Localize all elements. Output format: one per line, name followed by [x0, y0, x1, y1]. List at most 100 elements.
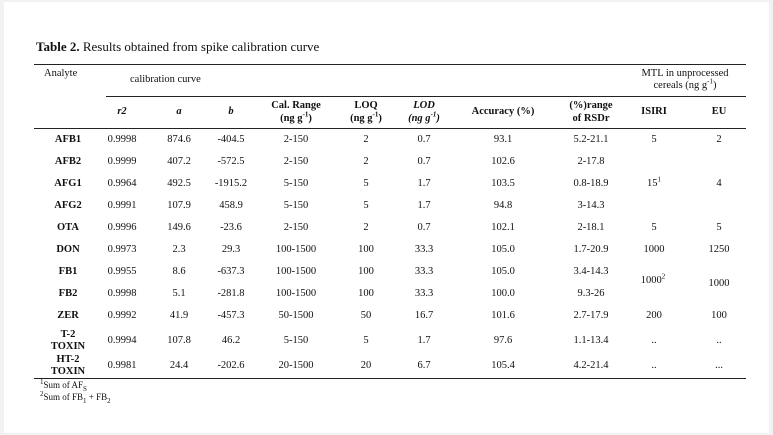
calibration-curve-header: calibration curve — [130, 74, 201, 85]
cell-isiri: 5 — [651, 222, 657, 233]
cell-rsd: 5.2-21.1 — [573, 134, 609, 145]
cell-lod: 33.3 — [414, 288, 434, 299]
col-eu: EU — [711, 106, 727, 117]
col-rsd-2: of RSDr — [572, 113, 610, 124]
cell-lod: 33.3 — [414, 266, 434, 277]
cell-b: -202.6 — [217, 360, 245, 371]
col-rsd-1: (%)range — [569, 100, 613, 111]
col-b: b — [228, 106, 234, 117]
cell-lod: 1.7 — [417, 200, 431, 211]
document-page: Table 2. Results obtained from spike cal… — [4, 2, 769, 433]
cell-isiri: 1000 — [643, 244, 665, 255]
cell-lod: 1.7 — [417, 178, 431, 189]
cell-loq: 5 — [363, 200, 369, 211]
cell-loq: 20 — [360, 360, 372, 371]
cell-cal: 2-150 — [283, 156, 309, 167]
cell-r2: 0.9998 — [107, 288, 137, 299]
cell-rsd: 1.1-13.4 — [573, 335, 609, 346]
mtl-header-line1: MTL in unprocessed — [641, 68, 729, 79]
cell-cal: 2-150 — [283, 134, 309, 145]
cell-lod: 0.7 — [417, 156, 431, 167]
analyte-cell: AFG1 — [54, 178, 82, 189]
cell-loq: 2 — [363, 156, 369, 167]
analyte-header: Analyte — [44, 68, 78, 79]
cell-rsd: 2-17.8 — [577, 156, 605, 167]
bottom-rule — [34, 378, 746, 379]
col-cal-range-2: (ng g-1) — [280, 110, 312, 124]
cell-b: -572.5 — [217, 156, 245, 167]
analyte-cell: AFB1 — [54, 134, 82, 145]
caption-label: Table 2. — [36, 39, 80, 54]
cell-rsd: 9.3-26 — [577, 288, 605, 299]
analyte-cell: ZER — [57, 310, 79, 321]
cell-acc: 103.5 — [491, 178, 515, 189]
mtl-header-line2: cereals (ng g-1) — [653, 77, 717, 91]
cell-cal: 2-150 — [283, 222, 309, 233]
cell-a: 8.6 — [172, 266, 186, 277]
cell-loq: 100 — [358, 244, 374, 255]
cell-rsd: 2.7-17.9 — [573, 310, 609, 321]
col-r2: r2 — [117, 106, 127, 117]
caption-text: Results obtained from spike calibration … — [79, 39, 320, 54]
cell-acc: 100.0 — [491, 288, 515, 299]
cell-lod: 0.7 — [417, 222, 431, 233]
cell-b: -281.8 — [217, 288, 245, 299]
analyte-cell: AFG2 — [54, 200, 82, 211]
cell-rsd: 3-14.3 — [577, 200, 605, 211]
analyte-cell: OTA — [57, 222, 79, 233]
cell-r2: 0.9992 — [107, 310, 137, 321]
cell-cal: 100-1500 — [275, 244, 317, 255]
cell-eu: 100 — [711, 310, 727, 321]
footnote-2: 2Sum of FB1 + FB2 — [40, 390, 111, 405]
cell-loq: 2 — [363, 134, 369, 145]
cell-cal: 5-150 — [283, 200, 309, 211]
cell-rsd: 1.7-20.9 — [573, 244, 609, 255]
col-lod-1: LOD — [413, 100, 435, 111]
cell-b: -404.5 — [217, 134, 245, 145]
cell-acc: 105.4 — [491, 360, 515, 371]
cell-b: -637.3 — [217, 266, 245, 277]
footnote-1: 1Sum of AFS — [40, 378, 87, 393]
cell-lod: 33.3 — [414, 244, 434, 255]
cell-r2: 0.9981 — [107, 360, 137, 371]
cell-rsd: 2-18.1 — [577, 222, 605, 233]
top-rule — [34, 64, 746, 65]
cell-acc: 97.6 — [493, 335, 513, 346]
cell-lod: 6.7 — [417, 360, 431, 371]
fb-eu-merged: 1000 — [708, 278, 730, 289]
cell-r2: 0.9998 — [107, 134, 137, 145]
cell-loq: 100 — [358, 288, 374, 299]
col-isiri: ISIRI — [641, 106, 667, 117]
analyte-cell: FB2 — [58, 288, 78, 299]
cell-lod: 0.7 — [417, 134, 431, 145]
cell-loq: 5 — [363, 335, 369, 346]
cell-acc: 102.6 — [491, 156, 515, 167]
cell-a: 874.6 — [167, 134, 191, 145]
analyte-cell: T-2 TOXIN — [50, 329, 86, 352]
table-caption: Table 2. Results obtained from spike cal… — [36, 39, 319, 55]
col-loq-2: (ng g-1) — [350, 110, 382, 124]
cell-acc: 93.1 — [493, 134, 513, 145]
cell-a: 149.6 — [167, 222, 191, 233]
cell-a: 41.9 — [169, 310, 189, 321]
cell-acc: 105.0 — [491, 266, 515, 277]
cell-acc: 101.6 — [491, 310, 515, 321]
cell-cal: 50-1500 — [278, 310, 314, 321]
cell-r2: 0.9991 — [107, 200, 137, 211]
cell-a: 407.2 — [167, 156, 191, 167]
cell-isiri: .. — [651, 360, 657, 371]
cell-rsd: 4.2-21.4 — [573, 360, 609, 371]
analyte-cell: HT-2 TOXIN — [50, 354, 86, 377]
cell-isiri: 200 — [646, 310, 662, 321]
fb-isiri-merged: 10002 — [640, 272, 666, 286]
cell-eu: 2 — [716, 134, 722, 145]
cell-r2: 0.9973 — [107, 244, 137, 255]
header-bottom-rule — [34, 128, 746, 129]
cell-lod: 1.7 — [417, 335, 431, 346]
cell-isiri: 151 — [647, 175, 661, 189]
cell-a: 492.5 — [167, 178, 191, 189]
calibration-span-rule — [106, 96, 634, 97]
cell-r2: 0.9994 — [107, 335, 137, 346]
cell-a: 107.8 — [167, 335, 191, 346]
cell-lod: 16.7 — [414, 310, 434, 321]
